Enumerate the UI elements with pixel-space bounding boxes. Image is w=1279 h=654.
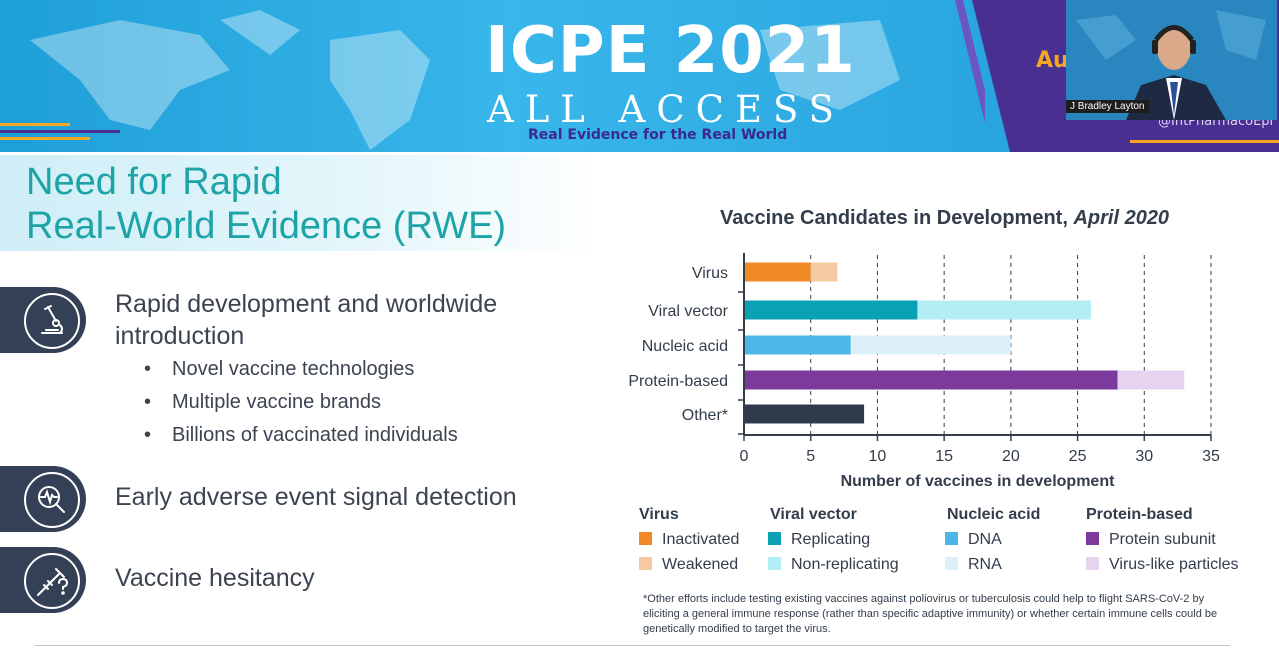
bar-segment-dna: [744, 335, 851, 355]
legend-heading-nucleic-acid: Nucleic acid: [947, 506, 1041, 523]
bar-segment-rna: [850, 335, 1011, 355]
legend-item-weakened: Weakened: [639, 556, 738, 574]
bar-segment-other: [744, 404, 865, 424]
sub-bullet: • Multiple vaccine brands: [144, 391, 381, 414]
chart-title: Vaccine Candidates in Development, April…: [720, 207, 1169, 230]
legend-label: Inactivated: [662, 531, 740, 548]
bar-segment-non-replicating: [917, 300, 1091, 320]
vaccine-bar-chart: Virus Viral vector Nucleic acid Protein-bas…: [628, 253, 1220, 490]
slide-heading: Need for Rapid Real-World Evidence (RWE): [26, 160, 506, 248]
banner-stripe: [1130, 140, 1279, 143]
sub-bullet-text: Novel vaccine technologies: [172, 358, 415, 380]
bar-segment-protein-subunit: [744, 370, 1118, 390]
banner-tagline: Real Evidence for the Real World: [528, 127, 788, 143]
bar-segment-virus-like-particles: [1117, 370, 1185, 390]
bullet-dot: •: [144, 391, 152, 413]
legend-item-rna: RNA: [945, 556, 1002, 574]
x-tick-label: 35: [1202, 448, 1220, 465]
point-rapid-development-line2: introduction: [115, 322, 245, 350]
world-map-graphic: [30, 10, 900, 150]
legend-item-protein-subunit: Protein subunit: [1086, 531, 1216, 549]
legend-label: RNA: [968, 556, 1002, 573]
x-tick-label: 25: [1069, 448, 1087, 465]
legend-item-non-replicating: Non-replicating: [768, 556, 899, 574]
point-rapid-development-line1: Rapid development and worldwide: [115, 290, 498, 318]
legend-swatch: [768, 532, 781, 545]
bullet-dot: •: [144, 424, 152, 446]
speaker-name-tag: J Bradley Layton: [1066, 100, 1149, 113]
banner-title: ICPE 2021: [485, 14, 856, 88]
banner-subtitle: ALL ACCESS: [487, 88, 846, 131]
legend-swatch: [639, 557, 652, 570]
legend-item-replicating: Replicating: [768, 531, 870, 549]
legend-swatch: [945, 557, 958, 570]
banner-stripe: [0, 137, 90, 140]
legend-label: DNA: [968, 531, 1002, 548]
question-syringe-icon: [24, 553, 80, 609]
legend-label: Weakened: [662, 556, 739, 573]
bar-segment-replicating: [744, 300, 918, 320]
x-axis-label: Number of vaccines in development: [841, 473, 1116, 490]
banner-stripe: [0, 123, 70, 126]
legend-swatch: [1086, 532, 1099, 545]
legend-label: Virus-like particles: [1109, 556, 1239, 573]
bullet-dot: •: [144, 358, 152, 380]
legend-heading-viral-vector: Viral vector: [770, 506, 857, 523]
x-tick-label: 15: [935, 448, 953, 465]
legend-swatch: [768, 557, 781, 570]
banner-partial-text: Au: [1036, 48, 1069, 73]
banner-stripe: [1160, 147, 1279, 150]
legend-swatch: [1086, 557, 1099, 570]
legend-heading-virus: Virus: [639, 506, 679, 523]
legend-label: Replicating: [791, 531, 871, 548]
slide-heading-line1: Need for Rapid: [26, 161, 282, 203]
legend-swatch: [639, 532, 652, 545]
chart-title-italic: April 2020: [1073, 207, 1170, 229]
bar-segment-inactivated: [744, 262, 811, 282]
slide-bottom-divider: [35, 645, 1230, 646]
sub-bullet-text: Multiple vaccine brands: [172, 391, 381, 413]
magnifier-signal-icon: [24, 472, 80, 528]
chart-title-text: Vaccine Candidates in Development,: [720, 207, 1068, 229]
point-icon-tab: [0, 466, 86, 532]
x-tick-label: 20: [1002, 448, 1020, 465]
point-icon-tab: [0, 287, 86, 353]
x-tick-label: 30: [1135, 448, 1153, 465]
banner-stripe: [0, 130, 120, 133]
legend-label: Non-replicating: [791, 556, 899, 573]
heading-background: [0, 155, 600, 251]
point-icon-tab: [0, 547, 86, 613]
point-signal-detection: Early adverse event signal detection: [115, 483, 517, 511]
legend-heading-protein-based: Protein-based: [1086, 506, 1193, 523]
sub-bullet-text: Billions of vaccinated individuals: [172, 424, 458, 446]
category-label: Nucleic acid: [642, 338, 728, 355]
x-tick-label: 5: [806, 448, 815, 465]
legend-swatch: [945, 532, 958, 545]
microscope-icon: [24, 293, 80, 349]
slide-heading-line2: Real-World Evidence (RWE): [26, 205, 507, 247]
point-rapid-development: Rapid development and worldwide introduc…: [115, 288, 497, 352]
category-label: Other*: [682, 407, 728, 424]
legend-item-virus-like-particles: Virus-like particles: [1086, 556, 1239, 574]
category-label: Protein-based: [628, 373, 728, 390]
category-label: Virus: [692, 265, 728, 282]
category-label: Viral vector: [648, 303, 728, 320]
legend-item-dna: DNA: [945, 531, 1002, 549]
x-tick-label: 0: [740, 448, 749, 465]
legend-label: Protein subunit: [1109, 531, 1216, 548]
sub-bullet: • Billions of vaccinated individuals: [144, 424, 458, 447]
legend-item-inactivated: Inactivated: [639, 531, 739, 549]
sub-bullet: • Novel vaccine technologies: [144, 358, 414, 381]
point-vaccine-hesitancy: Vaccine hesitancy: [115, 564, 315, 592]
x-tick-label: 10: [869, 448, 887, 465]
chart-footnote: *Other efforts include testing existing …: [643, 593, 1218, 635]
bar-segment-weakened: [810, 262, 838, 282]
